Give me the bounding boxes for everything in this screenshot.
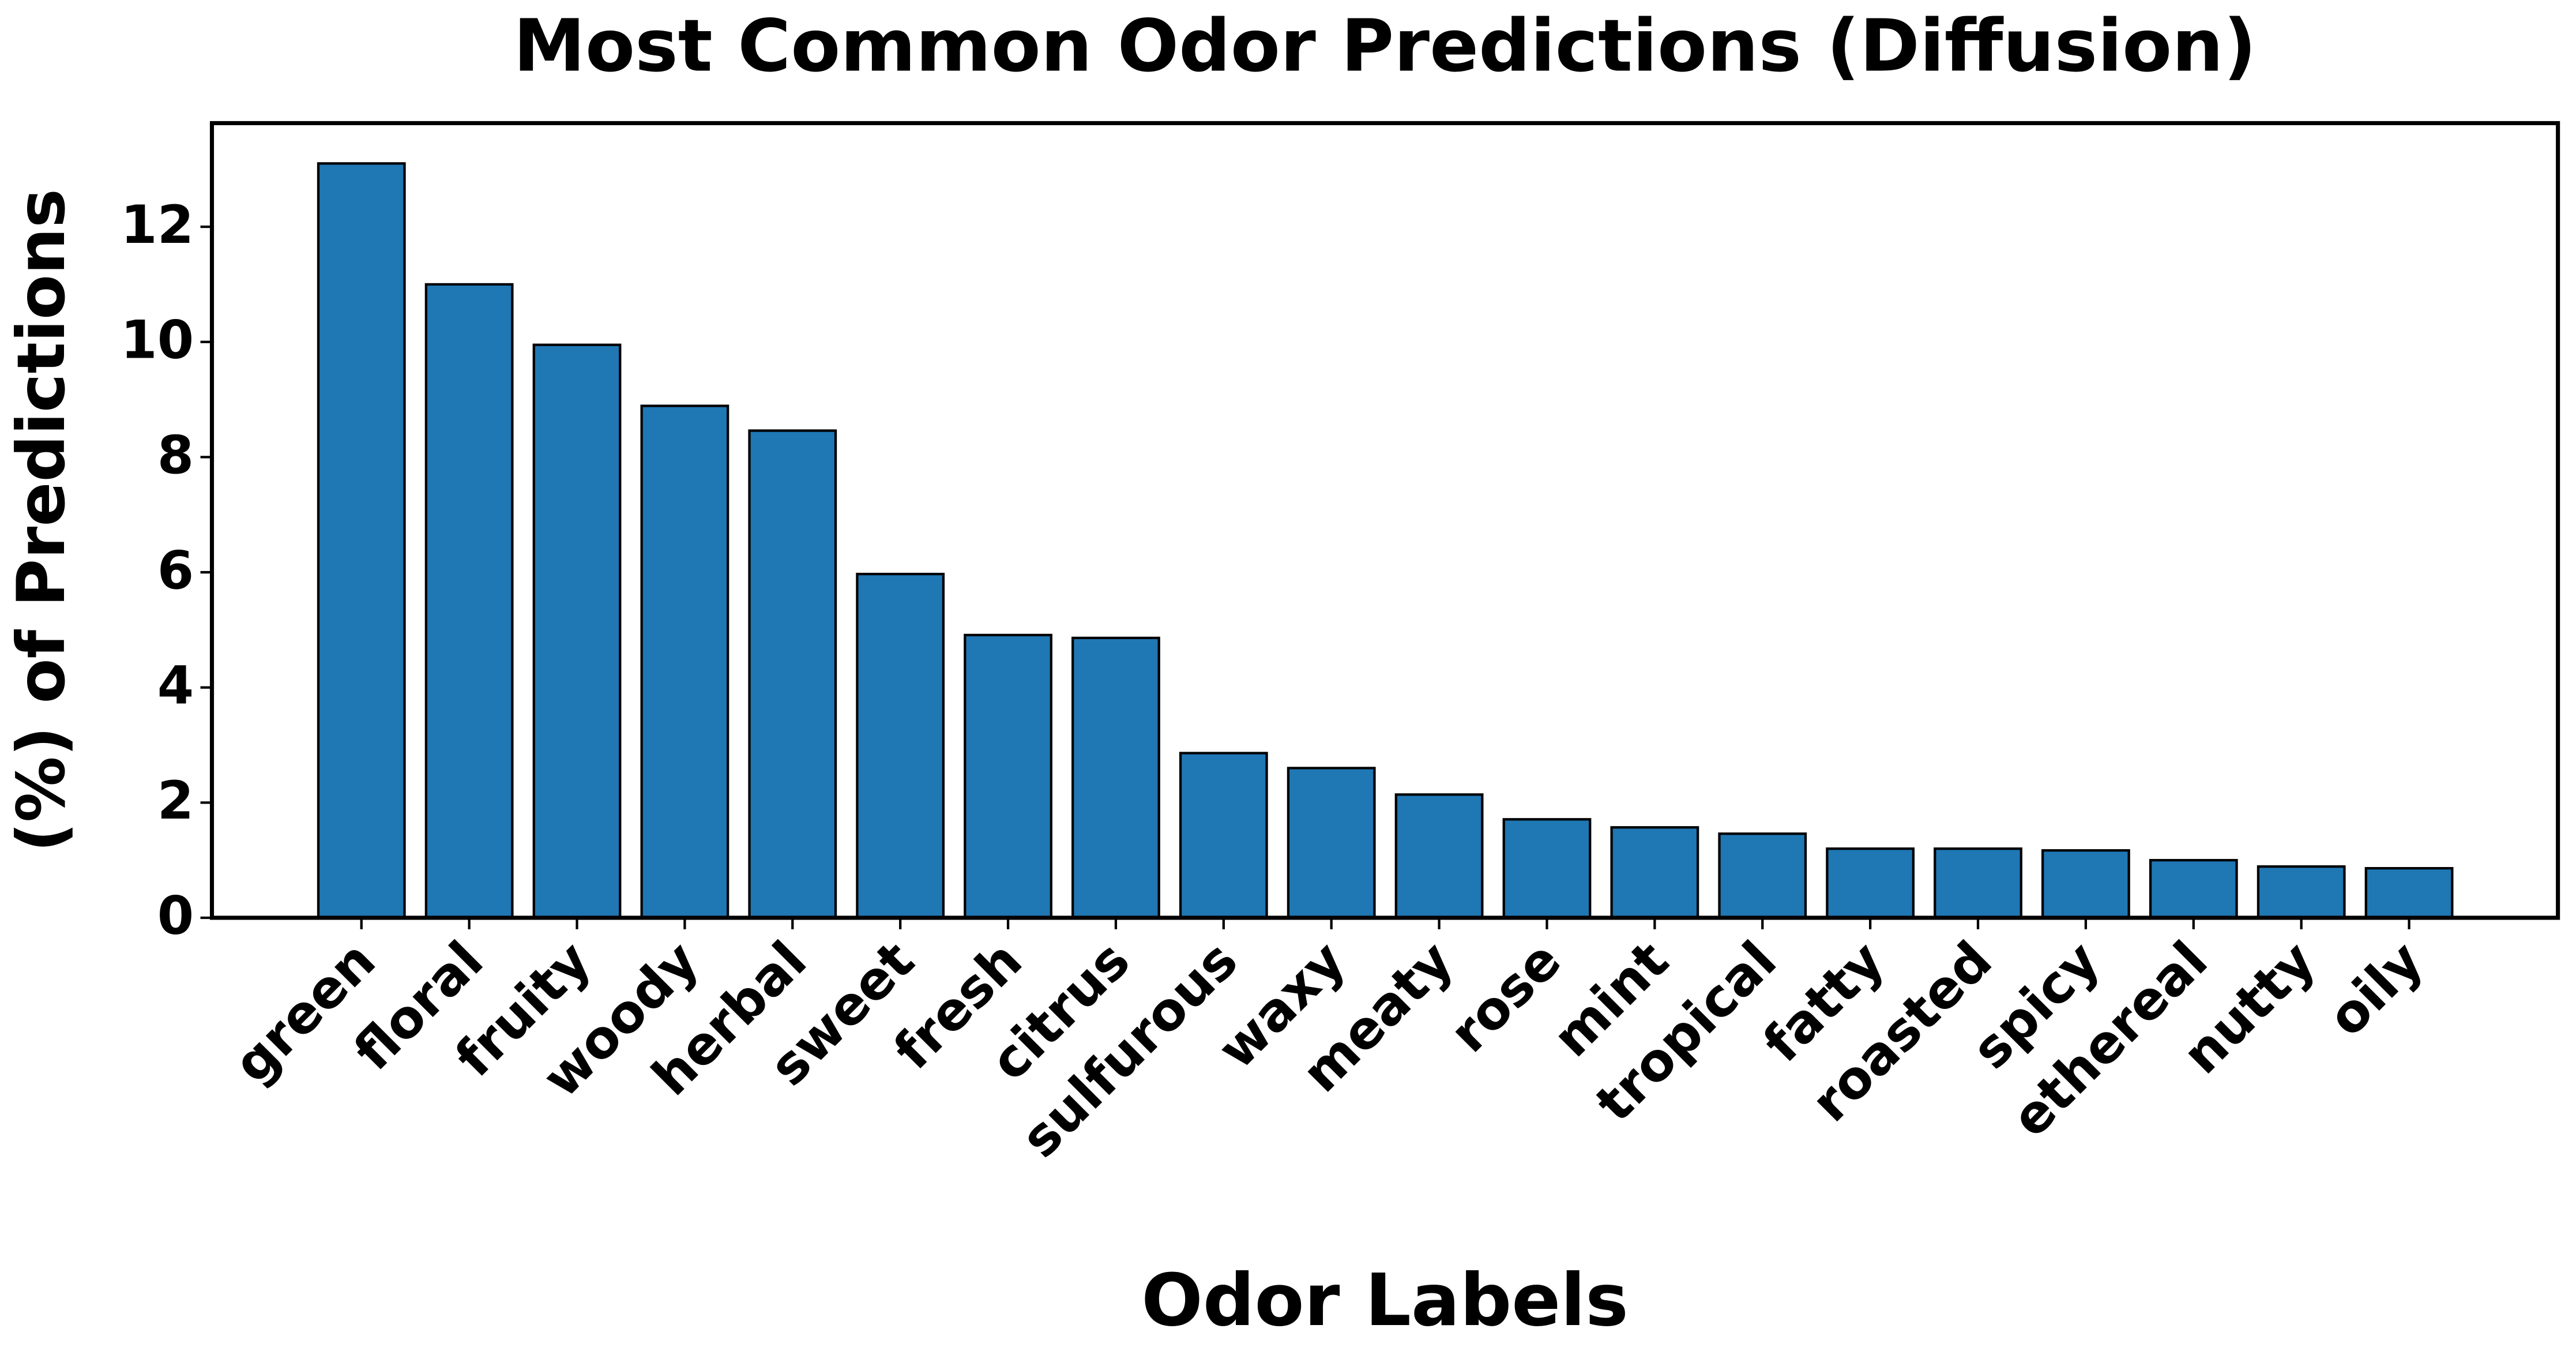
- bar: [1071, 636, 1160, 920]
- y-tick-label: 0: [157, 885, 194, 947]
- bar: [1934, 847, 2022, 920]
- x-axis-label: Odor Labels: [1141, 1258, 1629, 1342]
- y-axis-label: (%) of Predictions: [3, 189, 80, 852]
- y-tick-label: 10: [121, 310, 194, 371]
- y-tick-label: 6: [157, 540, 194, 601]
- bar: [748, 429, 837, 920]
- bar: [1287, 767, 1376, 920]
- bar: [317, 162, 406, 920]
- x-tick-label: oily: [2316, 930, 2435, 1048]
- bar: [1394, 793, 1484, 920]
- bar: [640, 404, 729, 920]
- plot-frame: [209, 121, 2560, 920]
- bar: [424, 283, 514, 920]
- bar: [1610, 826, 1699, 920]
- bar: [1179, 752, 1268, 920]
- y-tick-label: 12: [121, 194, 194, 256]
- chart-title: Most Common Odor Predictions (Diffusion): [513, 3, 2257, 88]
- y-tick-label: 2: [157, 770, 194, 831]
- bar: [1502, 818, 1592, 920]
- y-tick-label: 4: [157, 655, 194, 716]
- bar: [2149, 859, 2238, 920]
- bar: [532, 343, 622, 920]
- bar: [2041, 849, 2130, 920]
- bar: [2257, 865, 2346, 920]
- bar: [964, 633, 1052, 920]
- bar: [2364, 867, 2454, 920]
- bar: [856, 572, 945, 920]
- bar: [1826, 847, 1915, 920]
- bar: [1718, 832, 1807, 920]
- x-tick-label: green: [222, 930, 387, 1095]
- y-tick-label: 8: [157, 425, 194, 486]
- x-tick-label: rose: [1438, 930, 1573, 1064]
